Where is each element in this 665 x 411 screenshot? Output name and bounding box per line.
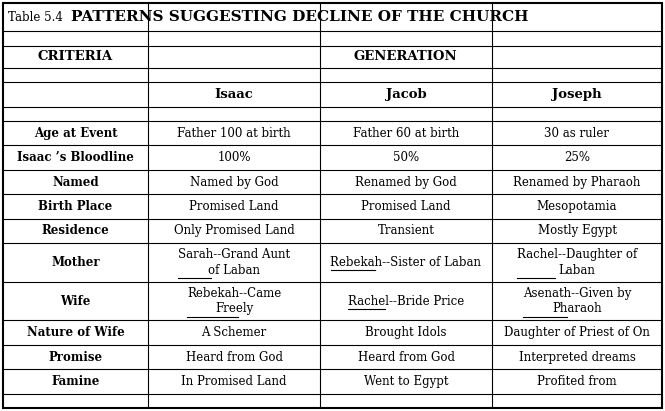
Text: Residence: Residence xyxy=(42,224,109,238)
Text: Promised Land: Promised Land xyxy=(190,200,279,213)
Text: 25%: 25% xyxy=(564,151,590,164)
Text: Rachel--Bride Price: Rachel--Bride Price xyxy=(348,295,464,308)
Text: Isaac ’s Bloodline: Isaac ’s Bloodline xyxy=(17,151,134,164)
Text: GENERATION: GENERATION xyxy=(353,51,457,63)
Text: Table 5.4: Table 5.4 xyxy=(8,11,63,24)
Text: Named: Named xyxy=(52,175,99,189)
Text: Went to Egypt: Went to Egypt xyxy=(364,375,448,388)
Text: Mother: Mother xyxy=(51,256,100,269)
Text: Rachel--Daughter of
Laban: Rachel--Daughter of Laban xyxy=(517,248,637,277)
Text: A Schemer: A Schemer xyxy=(201,326,267,339)
Text: Joseph: Joseph xyxy=(552,88,602,101)
Text: Famine: Famine xyxy=(51,375,100,388)
Text: Father 100 at birth: Father 100 at birth xyxy=(177,127,291,140)
Text: 30 as ruler: 30 as ruler xyxy=(545,127,610,140)
Text: Promise: Promise xyxy=(49,351,102,364)
Text: Nature of Wife: Nature of Wife xyxy=(27,326,124,339)
Text: Promised Land: Promised Land xyxy=(361,200,451,213)
Text: Wife: Wife xyxy=(61,295,90,308)
Text: Brought Idols: Brought Idols xyxy=(365,326,447,339)
Text: Profited from: Profited from xyxy=(537,375,617,388)
Text: 100%: 100% xyxy=(217,151,251,164)
Text: Interpreted dreams: Interpreted dreams xyxy=(519,351,636,364)
Text: Rebekah--Came
Freely: Rebekah--Came Freely xyxy=(187,287,281,315)
Text: Transient: Transient xyxy=(378,224,434,238)
Text: Only Promised Land: Only Promised Land xyxy=(174,224,295,238)
Text: Isaac: Isaac xyxy=(215,88,253,101)
Text: CRITERIA: CRITERIA xyxy=(38,51,113,63)
Text: Mesopotamia: Mesopotamia xyxy=(537,200,617,213)
Text: Heard from God: Heard from God xyxy=(186,351,283,364)
Text: Mostly Egypt: Mostly Egypt xyxy=(537,224,616,238)
Text: Named by God: Named by God xyxy=(190,175,279,189)
Text: Sarah--Grand Aunt
of Laban: Sarah--Grand Aunt of Laban xyxy=(178,248,290,277)
Text: In Promised Land: In Promised Land xyxy=(182,375,287,388)
Text: Heard from God: Heard from God xyxy=(358,351,454,364)
Text: Daughter of Priest of On: Daughter of Priest of On xyxy=(504,326,650,339)
Text: Rebekah--Sister of Laban: Rebekah--Sister of Laban xyxy=(331,256,481,269)
Text: Renamed by God: Renamed by God xyxy=(355,175,457,189)
Text: PATTERNS SUGGESTING DECLINE OF THE CHURCH: PATTERNS SUGGESTING DECLINE OF THE CHURC… xyxy=(71,10,529,24)
Text: Father 60 at birth: Father 60 at birth xyxy=(353,127,459,140)
Text: Birth Place: Birth Place xyxy=(39,200,112,213)
Text: Age at Event: Age at Event xyxy=(34,127,117,140)
Text: 50%: 50% xyxy=(393,151,419,164)
Text: Jacob: Jacob xyxy=(386,88,426,101)
Text: Renamed by Pharaoh: Renamed by Pharaoh xyxy=(513,175,640,189)
Text: Asenath--Given by
Pharaoh: Asenath--Given by Pharaoh xyxy=(523,287,631,315)
